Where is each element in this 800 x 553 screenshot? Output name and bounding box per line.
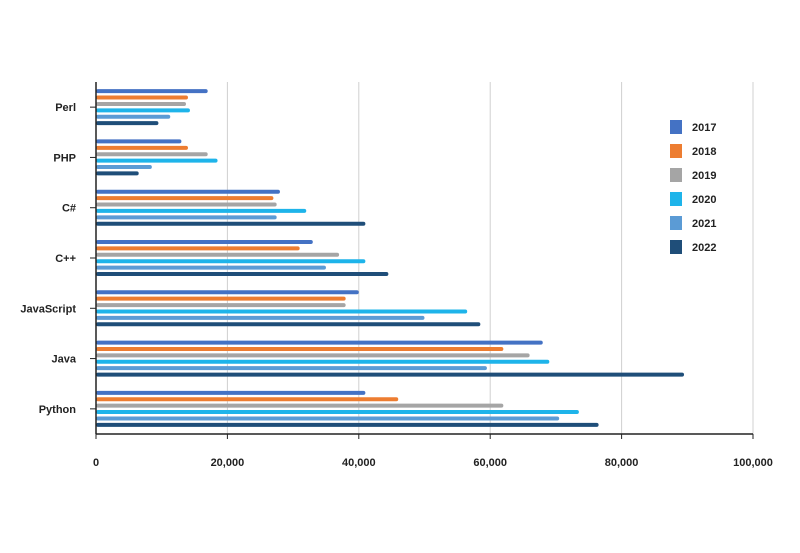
- bar-perl-2020: [96, 108, 190, 113]
- bar-php-2020: [96, 158, 218, 163]
- bar-javascript-2020: [96, 309, 468, 314]
- bar-c-2018: [96, 196, 274, 201]
- x-tick-label: 0: [93, 457, 99, 469]
- bar-c-2019: [96, 202, 277, 207]
- bar-c-2019: [96, 252, 340, 257]
- bar-python-2020: [96, 410, 579, 415]
- legend-label: 2022: [692, 242, 716, 254]
- x-tick-label: 40,000: [342, 457, 376, 469]
- y-tick-label: PHP: [53, 152, 76, 164]
- y-tick-label: Perl: [55, 102, 76, 114]
- bar-javascript-2022: [96, 322, 481, 327]
- bar-perl-2018: [96, 95, 188, 100]
- bar-c-2017: [96, 240, 313, 244]
- legend-label: 2020: [692, 194, 716, 206]
- bar-java-2019: [96, 353, 530, 358]
- bar-python-2021: [96, 416, 560, 421]
- bar-c-2017: [96, 189, 280, 194]
- legend-label: 2017: [692, 122, 716, 134]
- bar-php-2017: [96, 139, 182, 144]
- bar-perl-2022: [96, 121, 159, 126]
- x-tick-label: 60,000: [473, 457, 507, 469]
- y-tick-label: Java: [52, 354, 77, 366]
- bar-java-2020: [96, 359, 550, 364]
- bar-c-2021: [96, 265, 326, 270]
- bar-java-2018: [96, 346, 504, 351]
- bar-php-2019: [96, 152, 208, 157]
- y-tick-label: JavaScript: [20, 303, 76, 315]
- x-tick-label: 100,000: [733, 457, 773, 469]
- y-tick-label: Python: [39, 404, 77, 416]
- x-tick-label: 80,000: [605, 457, 639, 469]
- bars: [96, 89, 685, 427]
- bar-javascript-2017: [96, 290, 359, 295]
- bar-perl-2021: [96, 114, 171, 119]
- legend-label: 2021: [692, 218, 716, 230]
- y-tick-label: C++: [55, 253, 76, 265]
- bar-c-2022: [96, 221, 366, 226]
- bar-php-2018: [96, 145, 188, 150]
- bar-c-2022: [96, 272, 389, 276]
- bar-c-2018: [96, 246, 300, 251]
- bar-perl-2017: [96, 89, 208, 94]
- bar-c-2021: [96, 215, 277, 220]
- legend-swatch: [670, 192, 682, 206]
- legend-swatch: [670, 240, 682, 254]
- bar-javascript-2019: [96, 303, 346, 308]
- y-tick-label: C#: [62, 203, 76, 215]
- bar-php-2021: [96, 165, 152, 170]
- bar-python-2022: [96, 422, 599, 427]
- bar-c-2020: [96, 259, 366, 264]
- gridlines: [226, 82, 754, 434]
- bar-php-2022: [96, 171, 139, 176]
- bar-javascript-2021: [96, 315, 425, 320]
- bar-java-2017: [96, 340, 543, 345]
- bar-java-2022: [96, 372, 685, 377]
- axes: 0 20,000 40,000 60,000 80,000 100,000 Perl PHP C…: [20, 82, 773, 469]
- legend: 2017 2018 2019 2020 2021 2022: [670, 120, 716, 254]
- bar-python-2019: [96, 403, 504, 408]
- x-tick-label: 20,000: [211, 457, 245, 469]
- bar-javascript-2018: [96, 296, 346, 301]
- legend-swatch: [670, 144, 682, 158]
- legend-label: 2019: [692, 170, 716, 182]
- bar-perl-2019: [96, 101, 187, 106]
- legend-swatch: [670, 216, 682, 230]
- bar-java-2021: [96, 366, 487, 371]
- legend-label: 2018: [692, 146, 716, 158]
- legend-swatch: [670, 120, 682, 134]
- bar-python-2018: [96, 397, 399, 402]
- legend-swatch: [670, 168, 682, 182]
- bar-c-2020: [96, 208, 307, 213]
- bar-python-2017: [96, 390, 366, 395]
